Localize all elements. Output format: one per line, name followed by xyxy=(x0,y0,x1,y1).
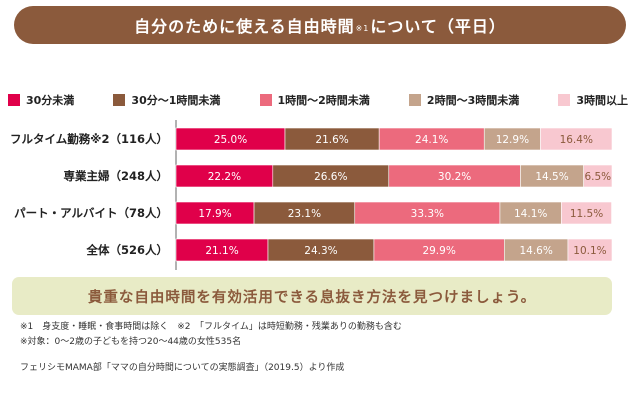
legend-swatch-0 xyxy=(8,94,20,106)
bar-data-label: 21.6% xyxy=(315,134,348,146)
legend-item-1: 30分〜1時間未満 xyxy=(113,92,220,108)
legend-label-3: 2時間〜3時間未満 xyxy=(426,94,520,107)
category-label: パート・アルバイト（78人） xyxy=(14,206,168,220)
bar-data-label: 21.1% xyxy=(205,245,238,257)
bar-segment xyxy=(567,238,613,262)
legend-swatch-4 xyxy=(558,94,571,106)
bar-data-label: 14.6% xyxy=(519,245,552,257)
bar-data-label: 11.5% xyxy=(570,208,603,220)
bar-data-label: 26.6% xyxy=(314,171,347,183)
title-tail: について（平日） xyxy=(370,17,506,36)
bar-data-label: 16.4% xyxy=(560,134,593,146)
legend-swatch-2 xyxy=(259,94,272,106)
legend-swatch-3 xyxy=(408,94,421,106)
category-label: 全体（526人） xyxy=(85,243,168,257)
bar-data-label: 33.3% xyxy=(411,208,444,220)
bar-data-label: 24.3% xyxy=(304,245,337,257)
stacked-bar-chart: フルタイム勤務※2（116人） 25.0% 21.6% 24.1% 12.9% 16.4%… xyxy=(10,120,613,270)
bar-segment xyxy=(583,164,613,188)
chart-title: 自分のために使える自由時間 ※1 について（平日） xyxy=(14,6,626,44)
source-credit: フェリシモMAMA部「ママの自分時間についての実態調査」（2019.5）より作成 xyxy=(20,363,345,373)
bar-data-label: 6.5% xyxy=(584,171,611,183)
footnote-2: ※対象：0〜2歳の子どもを持つ20〜44歳の女性535名 xyxy=(20,337,242,347)
footnote-1: ※1 身支度・睡眠・食事時間は除く ※2 「フルタイム」は時短勤務・残業ありの勤… xyxy=(20,322,402,332)
legend-label-0: 30分未満 xyxy=(26,94,75,107)
bar-data-label: 25.0% xyxy=(214,134,247,146)
category-label: フルタイム勤務※2（116人） xyxy=(10,132,168,146)
bar-data-label: 30.2% xyxy=(438,171,471,183)
legend-label-1: 30分〜1時間未満 xyxy=(131,94,221,107)
bar-segment xyxy=(540,127,613,151)
bar-data-label: 14.1% xyxy=(514,208,547,220)
bar-data-label: 14.5% xyxy=(535,171,568,183)
chart-legend: 30分未満 30分〜1時間未満 1時間〜2時間未満 2時間〜3時間未満 3時間以… xyxy=(8,90,628,110)
legend-item-0: 30分未満 xyxy=(8,92,74,108)
bar-data-label: 24.1% xyxy=(415,134,448,146)
bar-data-label: 29.9% xyxy=(422,245,455,257)
legend-item-4: 3時間以上 xyxy=(558,92,628,108)
legend-item-2: 1時間〜2時間未満 xyxy=(259,92,370,108)
bar-data-label: 10.1% xyxy=(573,245,606,257)
footnotes: ※1 身支度・睡眠・食事時間は除く ※2 「フルタイム」は時短勤務・残業ありの勤… xyxy=(20,320,402,350)
bar-data-label: 22.2% xyxy=(208,171,241,183)
category-label: 専業主婦（248人） xyxy=(63,169,168,183)
legend-label-2: 1時間〜2時間未満 xyxy=(277,94,370,107)
title-footnote-mark: ※1 xyxy=(355,23,370,33)
callout-banner: 貴重な自由時間を有効活用できる息抜き方法を見つけましょう。 xyxy=(12,277,612,315)
legend-item-3: 2時間〜3時間未満 xyxy=(408,92,520,108)
bar-segment xyxy=(561,201,612,225)
title-main: 自分のために使える自由時間 xyxy=(134,17,355,36)
bar-data-label: 17.9% xyxy=(198,208,231,220)
legend-swatch-1 xyxy=(113,94,126,106)
bar-data-label: 23.1% xyxy=(288,208,321,220)
legend-label-4: 3時間以上 xyxy=(576,94,628,107)
bar-data-label: 12.9% xyxy=(496,134,529,146)
